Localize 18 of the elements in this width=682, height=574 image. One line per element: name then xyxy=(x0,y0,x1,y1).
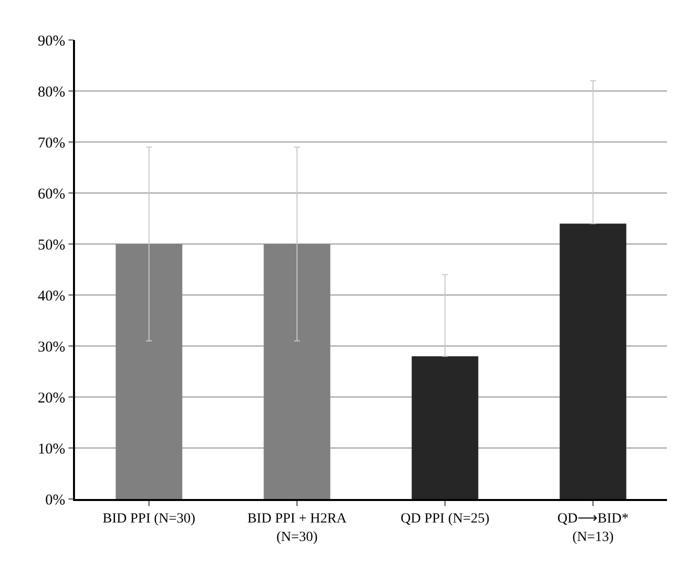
y-tick-label: 0% xyxy=(45,492,66,508)
y-tick-label: 30% xyxy=(38,339,66,356)
bar xyxy=(412,356,478,499)
y-tick-label: 60% xyxy=(38,186,66,202)
x-tick-label: BID PPI (N=30) xyxy=(102,512,196,527)
x-tick-label: QD⟶BID* (N=13) xyxy=(557,512,629,545)
y-tick-label: 10% xyxy=(38,441,66,458)
y-tick-label: 80% xyxy=(38,84,66,100)
bar xyxy=(560,224,626,499)
y-tick-label: 20% xyxy=(38,390,66,406)
y-tick-label: 50% xyxy=(38,237,66,254)
bar xyxy=(264,244,330,499)
x-tick-label: QD PPI (N=25) xyxy=(400,512,490,527)
y-tick-label: 90% xyxy=(38,33,66,50)
bar xyxy=(116,244,182,499)
y-tick-label: 40% xyxy=(38,288,66,304)
x-tick-label: BID PPI + H2RA (N=30) xyxy=(247,512,348,545)
y-tick-label: 70% xyxy=(38,135,66,152)
